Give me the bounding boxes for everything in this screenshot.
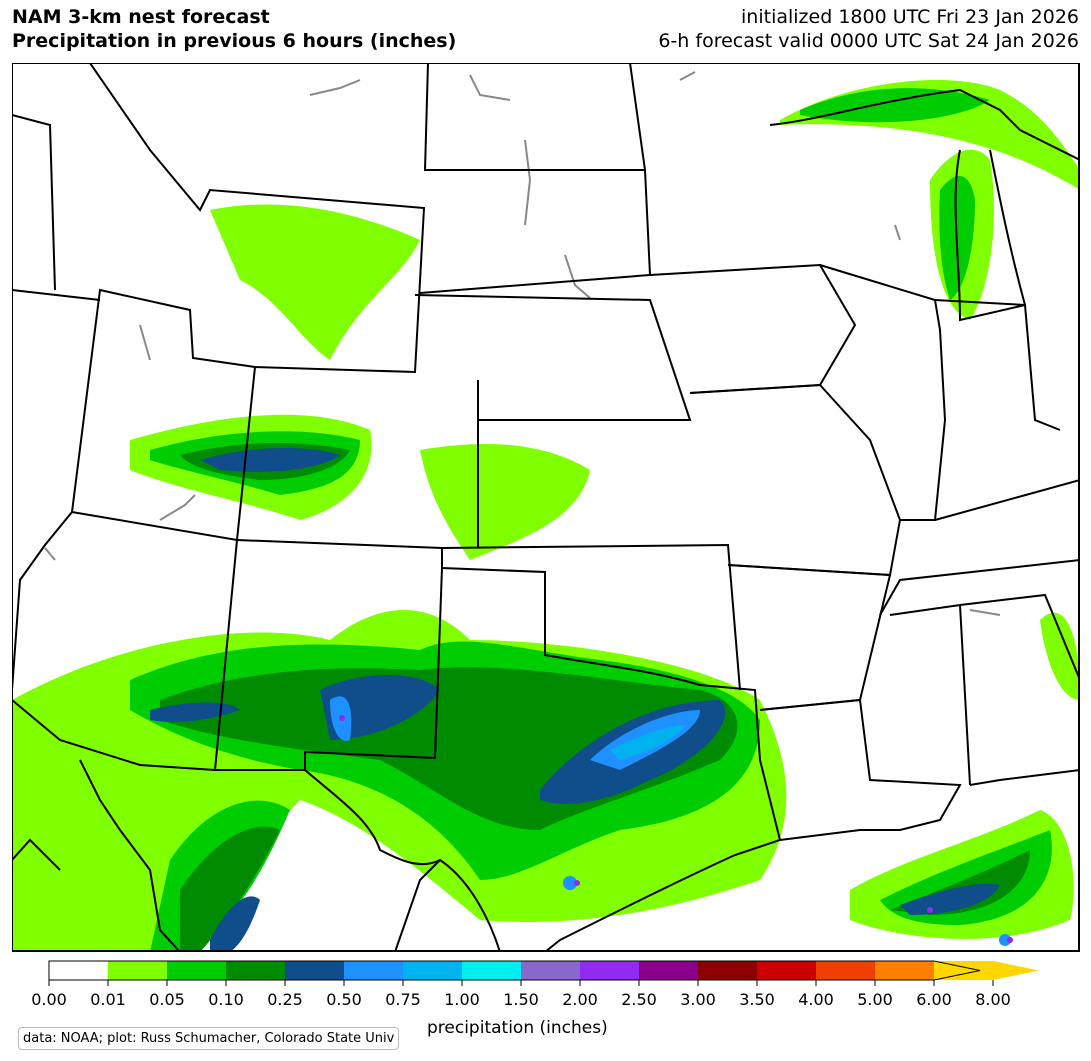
colorbar-swatch bbox=[285, 961, 344, 980]
colorbar-tick-label: 4.00 bbox=[798, 990, 834, 1009]
colorbar-swatch bbox=[698, 961, 757, 980]
title-model: NAM 3-km nest forecast bbox=[12, 6, 270, 28]
colorbar-swatch bbox=[816, 961, 875, 980]
colorbar-tick-label: 0.10 bbox=[208, 990, 244, 1009]
colorbar-tick-label: 0.50 bbox=[326, 990, 362, 1009]
credit-text: data: NOAA; plot: Russ Schumacher, Color… bbox=[18, 1027, 400, 1050]
colorbar-tick-label: 1.00 bbox=[444, 990, 480, 1009]
colorbar-outline bbox=[48, 960, 981, 981]
colorbar-tick-label: 0.01 bbox=[90, 990, 126, 1009]
colorbar-tick-label: 6.00 bbox=[916, 990, 952, 1009]
valid-time: 6-h forecast valid 0000 UTC Sat 24 Jan 2… bbox=[658, 30, 1079, 52]
colorbar-tick-label: 2.00 bbox=[562, 990, 598, 1009]
colorbar-swatch bbox=[875, 961, 934, 980]
colorbar-swatch bbox=[580, 961, 639, 980]
colorbar-tick-label: 0.00 bbox=[31, 990, 67, 1009]
colorbar-swatch bbox=[167, 961, 226, 980]
precip-map bbox=[12, 63, 1080, 952]
colorbar-label: precipitation (inches) bbox=[427, 1018, 608, 1038]
colorbar-tick-label: 0.75 bbox=[385, 990, 421, 1009]
colorbar-tick-label: 0.05 bbox=[149, 990, 185, 1009]
colorbar-tick-label: 3.50 bbox=[739, 990, 775, 1009]
state-borders bbox=[12, 63, 1080, 952]
init-time: initialized 1800 UTC Fri 23 Jan 2026 bbox=[741, 6, 1079, 28]
colorbar-tick-label: 8.00 bbox=[975, 990, 1011, 1009]
colorbar-swatch bbox=[462, 961, 521, 980]
colorbar-swatch bbox=[49, 961, 108, 980]
colorbar-swatch bbox=[757, 961, 816, 980]
title-field: Precipitation in previous 6 hours (inche… bbox=[12, 30, 457, 52]
colorbar-swatch bbox=[934, 961, 1039, 980]
colorbar-swatch bbox=[344, 961, 403, 980]
colorbar-swatch bbox=[108, 961, 167, 980]
colorbar-tick-label: 5.00 bbox=[857, 990, 893, 1009]
precip-fields bbox=[12, 80, 1080, 952]
colorbar-tick-label: 0.25 bbox=[267, 990, 303, 1009]
colorbar-swatch bbox=[403, 961, 462, 980]
colorbar-tick-label: 2.50 bbox=[621, 990, 657, 1009]
lakes-rivers bbox=[44, 71, 1001, 616]
map-frame bbox=[12, 63, 1080, 952]
colorbar-tick-label: 3.00 bbox=[680, 990, 716, 1009]
colorbar-tick-label: 1.50 bbox=[503, 990, 539, 1009]
colorbar-swatch bbox=[521, 961, 580, 980]
colorbar bbox=[48, 960, 1039, 986]
colorbar-swatch bbox=[639, 961, 698, 980]
colorbar-swatch bbox=[226, 961, 285, 980]
